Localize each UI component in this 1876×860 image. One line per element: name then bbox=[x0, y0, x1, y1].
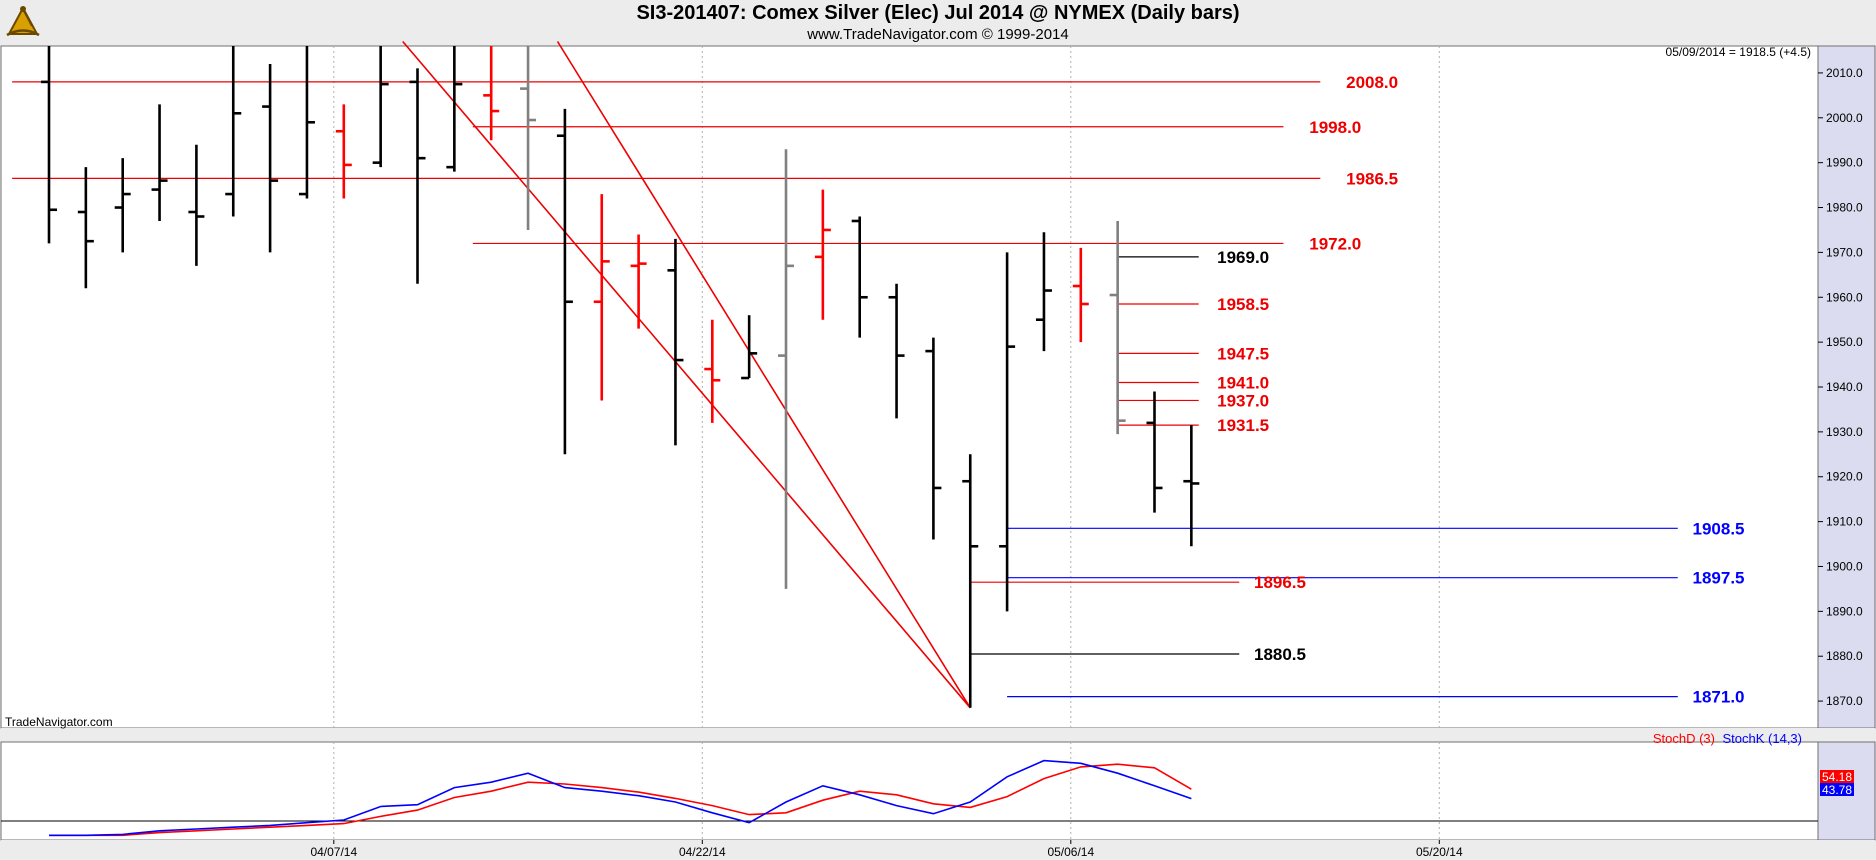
ohlc-bar bbox=[1146, 391, 1163, 513]
price-tick-label: 1960.0 bbox=[1826, 290, 1863, 304]
price-axis: 1870.0 1880.0 1890.0 1900.0 1910.0 1920.0 1930… bbox=[1818, 66, 1863, 708]
ohlc-bar bbox=[409, 68, 426, 284]
ohlc-bar bbox=[298, 46, 315, 199]
ohlc-bar bbox=[1035, 232, 1052, 352]
ohlc-bars bbox=[41, 46, 1200, 708]
stoch-d-line bbox=[49, 763, 1192, 837]
price-level-label: 1941.0 bbox=[1217, 374, 1269, 393]
ohlc-bar bbox=[925, 337, 942, 540]
trend-lines bbox=[402, 40, 971, 709]
stochastic-indicator bbox=[1, 759, 1818, 837]
trend-line bbox=[402, 40, 971, 709]
stoch-last-k-value: 43.78 bbox=[1822, 783, 1852, 797]
price-tick-label: 1950.0 bbox=[1826, 335, 1863, 349]
ohlc-bar bbox=[77, 167, 94, 289]
price-level-label: 1897.5 bbox=[1693, 569, 1745, 588]
date-tick-label: 05/06/14 bbox=[1047, 845, 1094, 859]
stoch-last-d-tag: 54.18 bbox=[1820, 770, 1854, 784]
ohlc-bar bbox=[999, 252, 1016, 612]
price-tick-label: 2010.0 bbox=[1826, 66, 1863, 80]
price-level-label: 1969.0 bbox=[1217, 248, 1269, 267]
price-level-label: 1896.5 bbox=[1254, 573, 1306, 592]
ohlc-bar bbox=[262, 63, 279, 253]
ohlc-bar bbox=[778, 149, 794, 589]
ohlc-bar bbox=[704, 319, 721, 423]
price-axis-area bbox=[1817, 45, 1876, 729]
stoch-d-legend: StochD (3) bbox=[1653, 731, 1715, 746]
chart-header: SI3-201407: Comex Silver (Elec) Jul 2014… bbox=[0, 0, 1876, 46]
stoch-last-k-tag: 43.78 bbox=[1820, 783, 1854, 797]
price-tick-label: 1980.0 bbox=[1826, 201, 1863, 215]
price-tick-label: 1910.0 bbox=[1826, 515, 1863, 529]
ohlc-bar bbox=[1183, 425, 1200, 547]
ohlc-bar bbox=[483, 46, 500, 141]
ohlc-bar bbox=[446, 46, 463, 172]
date-axis: 04/07/14 04/22/14 05/06/14 05/20/14 bbox=[310, 840, 1463, 859]
ohlc-bar bbox=[851, 216, 868, 338]
ohlc-bar bbox=[814, 189, 831, 320]
price-level-label: 1931.5 bbox=[1217, 416, 1269, 435]
ohlc-bar bbox=[556, 108, 573, 455]
price-level-label: 1947.5 bbox=[1217, 344, 1269, 363]
date-tick-label: 04/22/14 bbox=[679, 845, 726, 859]
ohlc-bar bbox=[335, 104, 352, 199]
price-level-label: 1958.5 bbox=[1217, 295, 1269, 314]
stoch-k-legend: StochK (14,3) bbox=[1723, 731, 1803, 746]
price-level-label: 1972.0 bbox=[1309, 234, 1361, 253]
ohlc-bar bbox=[188, 144, 205, 266]
chart-title: SI3-201407: Comex Silver (Elec) Jul 2014… bbox=[636, 2, 1240, 24]
ohlc-bar bbox=[667, 238, 684, 446]
price-panel bbox=[0, 45, 1819, 729]
stoch-last-d-value: 54.18 bbox=[1822, 770, 1852, 784]
ohlc-bar bbox=[225, 46, 242, 217]
ohlc-bar bbox=[114, 158, 131, 253]
trend-line bbox=[556, 41, 971, 709]
price-tick-label: 1890.0 bbox=[1826, 604, 1863, 618]
watermark-text: TradeNavigator.com bbox=[5, 715, 113, 729]
grid-lines bbox=[333, 46, 1440, 840]
price-tick-label: 1970.0 bbox=[1826, 245, 1863, 259]
ohlc-bar bbox=[520, 46, 537, 230]
price-level-label: 1937.0 bbox=[1217, 391, 1269, 410]
price-level-label: 1998.0 bbox=[1309, 118, 1361, 137]
price-tick-label: 1880.0 bbox=[1826, 649, 1863, 663]
price-tick-label: 1930.0 bbox=[1826, 425, 1863, 439]
price-tick-label: 2000.0 bbox=[1826, 111, 1863, 125]
stoch-k-line bbox=[49, 759, 1192, 837]
ohlc-bar bbox=[630, 234, 647, 329]
chart-subtitle: www.TradeNavigator.com © 1999-2014 bbox=[807, 26, 1069, 43]
price-tick-label: 1870.0 bbox=[1826, 694, 1863, 708]
ohlc-bar bbox=[1109, 220, 1126, 435]
price-level-label: 2008.0 bbox=[1346, 73, 1398, 92]
price-level-label: 1986.5 bbox=[1346, 169, 1398, 188]
date-tick-label: 05/20/14 bbox=[1416, 845, 1463, 859]
ohlc-bar bbox=[372, 46, 389, 168]
ohlc-bar bbox=[41, 46, 57, 244]
date-tick-label: 04/07/14 bbox=[310, 845, 357, 859]
ohlc-bar bbox=[593, 194, 610, 401]
price-level-label: 1871.0 bbox=[1693, 688, 1745, 707]
price-level-label: 1908.5 bbox=[1693, 519, 1745, 538]
price-tick-label: 1940.0 bbox=[1826, 380, 1863, 394]
price-tick-label: 1900.0 bbox=[1826, 559, 1863, 573]
ohlc-bar bbox=[1072, 247, 1089, 343]
price-level-label: 1880.5 bbox=[1254, 645, 1306, 664]
panel-separator bbox=[1, 728, 1875, 742]
ohlc-bar bbox=[962, 454, 979, 708]
navigator-sextant-icon bbox=[6, 5, 40, 37]
ohlc-bar bbox=[741, 315, 758, 380]
ohlc-bar bbox=[888, 283, 905, 419]
price-tick-label: 1990.0 bbox=[1826, 156, 1863, 170]
price-levels: 2008.0 1998.0 1986.5 1972.0 1969.0 1958.5 1947… bbox=[12, 73, 1745, 707]
last-bar-info: 05/09/2014 = 1918.5 (+4.5) bbox=[1666, 45, 1811, 59]
price-tick-label: 1920.0 bbox=[1826, 470, 1863, 484]
ohlc-bar bbox=[151, 104, 168, 221]
date-axis-area bbox=[1, 840, 1875, 860]
